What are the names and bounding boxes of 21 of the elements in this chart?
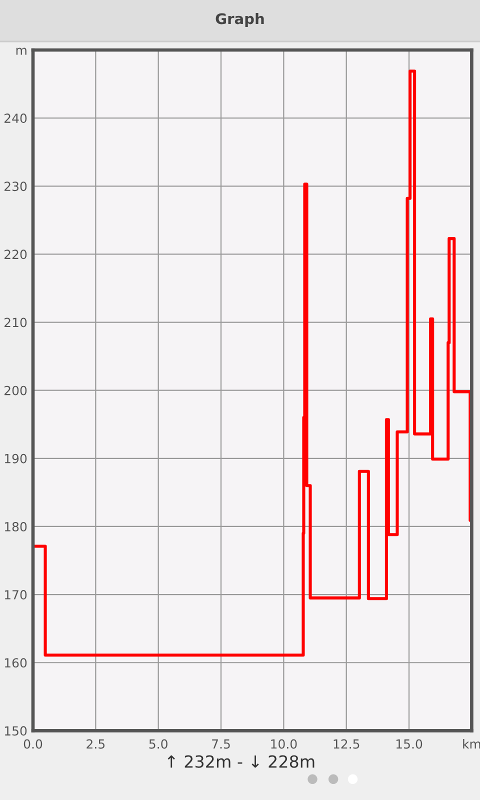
y-tick-label: 200 — [4, 386, 27, 396]
y-tick-label: 190 — [4, 454, 27, 464]
x-tick-label: 0.0 — [24, 739, 42, 749]
text: ↑ 232m - ↓ 228m — [168, 755, 314, 768]
y-tick-label: 210 — [4, 318, 27, 328]
x-tick-label: 2.5 — [86, 739, 105, 749]
y-tick-label: m — [16, 48, 26, 55]
x-tick-label: 12.5 — [334, 739, 360, 749]
x-tick-label: 7.5 — [212, 739, 230, 749]
chart-title: Graph — [216, 12, 264, 28]
y-tick-label: 220 — [4, 250, 27, 260]
x-tick-label: 15.0 — [396, 739, 422, 749]
y-tick-label: 180 — [4, 522, 27, 532]
y-tick-label: 150 — [4, 726, 27, 736]
y-tick-label: 160 — [4, 658, 27, 668]
x-tick-label: km — [463, 739, 480, 749]
y-tick-label: 170 — [4, 590, 27, 600]
x-tick-label: 10.0 — [271, 739, 297, 749]
y-tick-label: 230 — [4, 182, 27, 192]
y-tick-label: 240 — [4, 114, 27, 123]
x-tick-label: 5.0 — [149, 739, 168, 749]
